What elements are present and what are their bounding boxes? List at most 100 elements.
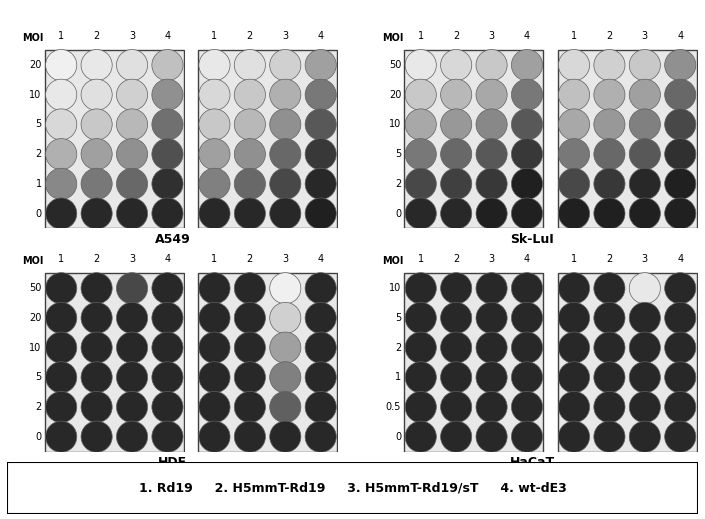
Text: A549: A549 [155,233,190,246]
Ellipse shape [630,303,661,334]
Ellipse shape [558,421,589,452]
Ellipse shape [116,79,147,111]
Ellipse shape [511,139,543,170]
Ellipse shape [305,168,336,199]
Ellipse shape [234,109,266,140]
Ellipse shape [152,198,183,229]
Ellipse shape [476,421,507,452]
Text: 2: 2 [247,254,253,264]
Text: HaCaT: HaCaT [510,456,555,469]
Ellipse shape [270,109,301,140]
Ellipse shape [441,272,472,304]
Text: 4: 4 [678,254,683,264]
Text: 5: 5 [395,313,401,323]
Ellipse shape [305,362,336,393]
Ellipse shape [199,49,230,80]
Ellipse shape [630,362,661,393]
Ellipse shape [511,79,543,111]
Ellipse shape [81,168,112,199]
Ellipse shape [81,332,112,363]
Text: 1: 1 [571,254,577,264]
Ellipse shape [116,168,147,199]
Text: 0: 0 [35,432,42,442]
Ellipse shape [476,49,507,80]
Ellipse shape [270,198,301,229]
Ellipse shape [305,391,336,422]
Ellipse shape [441,139,472,170]
Ellipse shape [511,109,543,140]
Text: 3: 3 [489,254,495,264]
Ellipse shape [116,49,147,80]
Ellipse shape [46,303,77,334]
Ellipse shape [630,79,661,111]
Ellipse shape [594,391,625,422]
Ellipse shape [665,362,696,393]
Ellipse shape [270,362,301,393]
Ellipse shape [234,198,266,229]
Ellipse shape [81,272,112,304]
Text: 5: 5 [35,119,42,129]
Ellipse shape [476,168,507,199]
Ellipse shape [594,168,625,199]
Text: 20: 20 [30,313,42,323]
Ellipse shape [152,272,183,304]
Ellipse shape [558,139,589,170]
Text: 1: 1 [58,254,64,264]
Text: 10: 10 [30,90,42,100]
Ellipse shape [665,49,696,80]
Ellipse shape [116,139,147,170]
Bar [198,50,337,228]
Text: 3: 3 [489,31,495,40]
Bar [45,50,184,228]
Text: 1: 1 [35,179,42,189]
Ellipse shape [511,198,543,229]
Ellipse shape [558,198,589,229]
Ellipse shape [270,49,301,80]
Ellipse shape [152,109,183,140]
Ellipse shape [441,421,472,452]
Text: MOI: MOI [381,33,403,43]
Ellipse shape [594,109,625,140]
Ellipse shape [558,332,589,363]
Text: 4: 4 [318,31,324,40]
Text: 1: 1 [212,31,218,40]
Text: 1: 1 [417,31,424,40]
Ellipse shape [594,139,625,170]
Text: 2: 2 [35,149,42,159]
Bar [45,274,184,452]
Ellipse shape [305,303,336,334]
Text: 3: 3 [282,254,288,264]
Ellipse shape [234,49,266,80]
Ellipse shape [234,272,266,304]
Ellipse shape [116,303,147,334]
Ellipse shape [234,303,266,334]
Ellipse shape [476,332,507,363]
Text: 2: 2 [247,31,253,40]
Text: 10: 10 [389,119,401,129]
Ellipse shape [558,168,589,199]
Ellipse shape [116,109,147,140]
Text: 3: 3 [129,254,135,264]
Ellipse shape [476,109,507,140]
Ellipse shape [46,79,77,111]
Ellipse shape [594,303,625,334]
Ellipse shape [630,49,661,80]
Ellipse shape [405,332,436,363]
Ellipse shape [305,79,336,111]
Ellipse shape [46,49,77,80]
Ellipse shape [152,332,183,363]
Ellipse shape [46,139,77,170]
Ellipse shape [441,168,472,199]
Ellipse shape [152,362,183,393]
Text: 0: 0 [35,209,42,218]
Ellipse shape [665,168,696,199]
Ellipse shape [630,421,661,452]
Ellipse shape [270,303,301,334]
Ellipse shape [152,168,183,199]
Ellipse shape [441,49,472,80]
Ellipse shape [665,139,696,170]
Ellipse shape [234,168,266,199]
Ellipse shape [116,421,147,452]
Ellipse shape [405,198,436,229]
Ellipse shape [199,198,230,229]
